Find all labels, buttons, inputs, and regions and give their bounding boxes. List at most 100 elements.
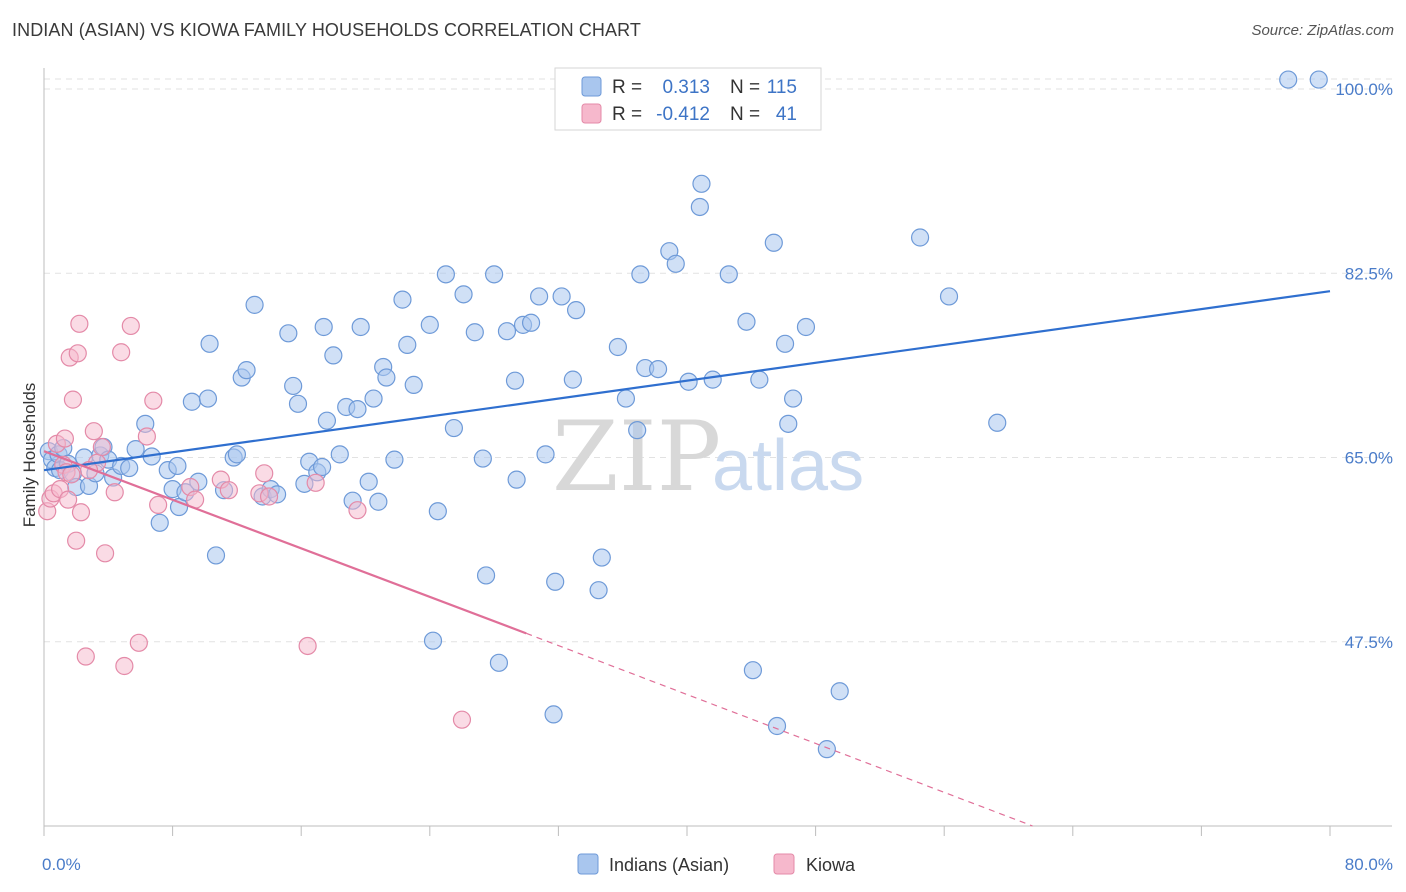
point-indians-asian	[692, 174, 711, 193]
point-indians-asian	[910, 228, 930, 247]
x-tick-label-1: 80.0%	[1345, 855, 1393, 874]
point-kiowa	[68, 344, 87, 363]
point-indians-asian	[237, 361, 256, 380]
point-kiowa	[63, 390, 83, 409]
point-indians-asian	[489, 653, 509, 672]
point-indians-asian	[284, 376, 303, 396]
point-indians-asian	[485, 265, 504, 284]
point-indians-asian	[616, 389, 636, 408]
point-indians-asian	[200, 334, 219, 353]
x-tick-label-0: 0.0%	[42, 855, 81, 874]
y-tick-labels: 47.5% 65.0% 82.5% 100.0%	[1335, 80, 1393, 652]
point-indians-asian	[743, 661, 763, 680]
trend-line-kiowa-extension	[526, 632, 1033, 827]
point-indians-asian	[764, 233, 783, 252]
point-indians-asian	[988, 413, 1007, 432]
legend-n-value-2: 41	[776, 104, 797, 125]
point-indians-asian	[404, 375, 423, 394]
point-indians-asian	[521, 313, 541, 332]
point-indians-asian	[939, 287, 959, 306]
point-indians-asian	[505, 371, 525, 390]
point-indians-asian	[589, 581, 608, 600]
point-indians-asian	[546, 572, 565, 591]
gridlines	[44, 78, 1392, 643]
point-indians-asian	[497, 322, 517, 341]
point-indians-asian	[324, 346, 343, 365]
point-indians-asian	[245, 295, 264, 314]
point-kiowa	[55, 429, 74, 448]
chart-title: INDIAN (ASIAN) VS KIOWA FAMILY HOUSEHOLD…	[12, 20, 642, 40]
point-indians-asian	[465, 323, 484, 342]
legend-series-swatch-kiowa	[773, 853, 795, 875]
point-kiowa	[70, 314, 89, 333]
point-indians-asian	[648, 359, 668, 379]
legend-series-label-indians: Indians (Asian)	[609, 855, 729, 875]
y-axis-title: Family Households	[20, 383, 39, 528]
point-indians-asian	[530, 287, 549, 306]
legend-n-label-1: N =	[730, 77, 760, 98]
point-kiowa	[84, 422, 103, 441]
point-indians-asian	[737, 312, 756, 331]
legend-n-value-1: 115	[767, 77, 797, 98]
legend-r-value-2: -0.412	[656, 104, 710, 125]
point-indians-asian	[628, 421, 647, 440]
point-indians-asian	[182, 392, 201, 411]
point-indians-asian	[198, 389, 218, 408]
point-indians-asian	[279, 324, 298, 343]
point-kiowa	[71, 503, 91, 522]
point-indians-asian	[385, 450, 404, 469]
y-tick-label-3: 100.0%	[1335, 80, 1393, 99]
point-indians-asian	[444, 418, 464, 438]
point-kiowa	[67, 531, 86, 550]
source-credit: Source: ZipAtlas.com	[1251, 22, 1394, 39]
point-indians-asian	[454, 285, 473, 304]
point-indians-asian	[423, 631, 443, 650]
point-indians-asian	[783, 389, 803, 408]
point-indians-asian	[168, 456, 187, 476]
legend-swatch-pink	[581, 103, 602, 124]
point-kiowa	[149, 495, 168, 515]
point-indians-asian	[473, 449, 492, 468]
x-tick-labels: 0.0% 80.0%	[42, 855, 1393, 874]
legend-series: Indians (Asian) Kiowa	[577, 853, 856, 875]
point-indians-asian	[1279, 70, 1298, 89]
point-indians-asian	[536, 445, 555, 464]
point-indians-asian	[767, 716, 787, 736]
legend-r-value-1: 0.313	[662, 77, 710, 98]
point-kiowa	[129, 633, 148, 652]
legend-n-label-2: N =	[730, 104, 760, 125]
point-indians-asian	[552, 287, 571, 306]
point-indians-asian	[359, 472, 378, 491]
legend-series-swatch-indians	[577, 853, 599, 875]
point-indians-asian	[779, 414, 798, 433]
point-indians-asian	[796, 317, 816, 337]
point-kiowa	[137, 427, 156, 446]
point-indians-asian	[317, 411, 337, 430]
watermark-zip: ZIP	[552, 401, 721, 513]
point-kiowa	[452, 710, 472, 729]
point-kiowa	[259, 487, 279, 506]
legend-series-label-kiowa: Kiowa	[806, 855, 856, 875]
point-indians-asian	[631, 265, 650, 284]
point-indians-asian	[690, 197, 709, 217]
point-kiowa	[144, 391, 163, 410]
point-indians-asian	[314, 317, 333, 337]
point-kiowa	[348, 501, 367, 520]
point-indians-asian	[330, 445, 349, 464]
point-indians-asian	[507, 470, 526, 489]
legend-swatch-blue	[581, 76, 602, 97]
point-kiowa	[255, 464, 274, 483]
point-indians-asian	[393, 290, 412, 309]
point-indians-asian	[775, 334, 795, 353]
trend-line-kiowa	[43, 450, 527, 635]
point-indians-asian	[150, 513, 169, 532]
point-indians-asian	[544, 705, 563, 724]
legend-correlation: R = 0.313 N = 115 R = -0.412 N = 41	[554, 67, 822, 131]
point-kiowa	[298, 636, 317, 656]
point-kiowa	[306, 473, 325, 492]
point-indians-asian	[377, 368, 396, 387]
series-kiowa-points	[38, 314, 472, 729]
point-kiowa	[115, 656, 134, 676]
point-indians-asian	[703, 370, 722, 389]
